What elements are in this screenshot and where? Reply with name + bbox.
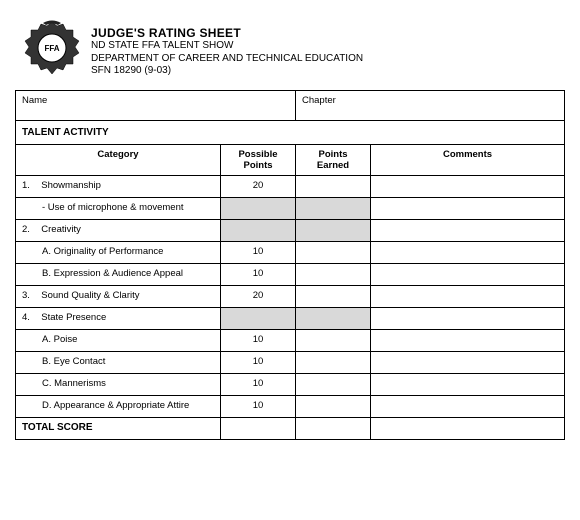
points-microphone <box>221 198 296 220</box>
document-title: JUDGE'S RATING SHEET <box>91 26 363 40</box>
points-originality: 10 <box>221 242 296 264</box>
rating-table: Name Chapter TALENT ACTIVITY Category Po… <box>15 90 565 440</box>
points-sound: 20 <box>221 286 296 308</box>
earned-mannerisms[interactable] <box>296 374 371 396</box>
points-showmanship: 20 <box>221 176 296 198</box>
earned-originality[interactable] <box>296 242 371 264</box>
talent-activity-header: TALENT ACTIVITY <box>16 121 565 145</box>
row-showmanship: 1. Showmanship <box>16 176 221 198</box>
total-possible <box>221 418 296 440</box>
points-mannerisms: 10 <box>221 374 296 396</box>
comments-eyecontact[interactable] <box>371 352 565 374</box>
earned-poise[interactable] <box>296 330 371 352</box>
ffa-logo: FFA <box>23 20 81 78</box>
header-line-1: ND STATE FFA TALENT SHOW <box>91 40 363 53</box>
row-microphone: - Use of microphone & movement <box>16 198 221 220</box>
earned-showmanship[interactable] <box>296 176 371 198</box>
comments-mannerisms[interactable] <box>371 374 565 396</box>
name-label: Name <box>22 95 47 106</box>
points-appearance: 10 <box>221 396 296 418</box>
earned-appearance[interactable] <box>296 396 371 418</box>
document-header: FFA JUDGE'S RATING SHEET ND STATE FFA TA… <box>23 20 565 78</box>
header-text-block: JUDGE'S RATING SHEET ND STATE FFA TALENT… <box>91 20 363 78</box>
total-comments[interactable] <box>371 418 565 440</box>
points-creativity <box>221 220 296 242</box>
col-comments: Comments <box>371 145 565 176</box>
earned-creativity <box>296 220 371 242</box>
comments-appearance[interactable] <box>371 396 565 418</box>
comments-sound[interactable] <box>371 286 565 308</box>
comments-expression[interactable] <box>371 264 565 286</box>
row-sound: 3. Sound Quality & Clarity <box>16 286 221 308</box>
chapter-label: Chapter <box>302 95 336 106</box>
row-expression: B. Expression & Audience Appeal <box>16 264 221 286</box>
row-presence: 4. State Presence <box>16 308 221 330</box>
earned-eyecontact[interactable] <box>296 352 371 374</box>
row-poise: A. Poise <box>16 330 221 352</box>
points-expression: 10 <box>221 264 296 286</box>
points-eyecontact: 10 <box>221 352 296 374</box>
col-earned: Points Earned <box>296 145 371 176</box>
chapter-field[interactable]: Chapter <box>296 91 565 121</box>
comments-microphone[interactable] <box>371 198 565 220</box>
comments-showmanship[interactable] <box>371 176 565 198</box>
earned-sound[interactable] <box>296 286 371 308</box>
row-mannerisms: C. Mannerisms <box>16 374 221 396</box>
total-earned[interactable] <box>296 418 371 440</box>
name-field[interactable]: Name <box>16 91 296 121</box>
points-poise: 10 <box>221 330 296 352</box>
col-category: Category <box>16 145 221 176</box>
row-originality: A. Originality of Performance <box>16 242 221 264</box>
row-creativity: 2. Creativity <box>16 220 221 242</box>
row-eyecontact: B. Eye Contact <box>16 352 221 374</box>
earned-expression[interactable] <box>296 264 371 286</box>
earned-microphone <box>296 198 371 220</box>
comments-creativity[interactable] <box>371 220 565 242</box>
comments-poise[interactable] <box>371 330 565 352</box>
comments-originality[interactable] <box>371 242 565 264</box>
row-appearance: D. Appearance & Appropriate Attire <box>16 396 221 418</box>
comments-presence[interactable] <box>371 308 565 330</box>
points-presence <box>221 308 296 330</box>
earned-presence <box>296 308 371 330</box>
col-possible: Possible Points <box>221 145 296 176</box>
header-line-3: SFN 18290 (9-03) <box>91 65 363 78</box>
total-label: TOTAL SCORE <box>16 418 221 440</box>
header-line-2: DEPARTMENT OF CAREER AND TECHNICAL EDUCA… <box>91 53 363 66</box>
svg-text:FFA: FFA <box>44 44 59 53</box>
